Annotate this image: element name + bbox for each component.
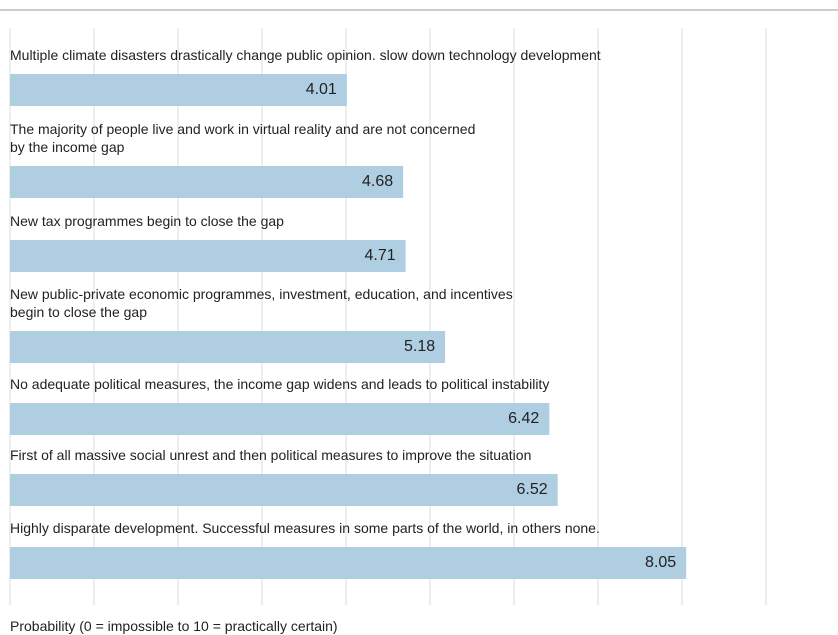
category-label: Multiple climate disasters drastically c… [10, 47, 601, 63]
x-axis-label: Probability (0 = impossible to 10 = prac… [10, 618, 338, 634]
value-label: 5.18 [404, 338, 435, 355]
bar [10, 166, 404, 198]
value-label: 4.68 [362, 173, 393, 190]
value-label: 6.42 [508, 410, 539, 427]
value-label: 4.71 [364, 247, 395, 264]
bar [10, 547, 687, 579]
value-label: 8.05 [645, 554, 676, 571]
bar [10, 474, 558, 506]
bar [10, 74, 347, 106]
value-label: 4.01 [306, 81, 337, 98]
bar [10, 403, 550, 435]
category-label: No adequate political measures, the inco… [10, 376, 550, 392]
category-label: The majority of people live and work in … [10, 121, 476, 155]
category-label: New public-private economic programmes, … [10, 286, 513, 320]
value-label: 6.52 [517, 481, 548, 498]
bar [10, 240, 406, 272]
category-label: Highly disparate development. Successful… [10, 520, 600, 536]
bar [10, 331, 446, 363]
category-label: New tax programmes begin to close the ga… [10, 213, 284, 229]
category-label: First of all massive social unrest and t… [10, 447, 532, 463]
